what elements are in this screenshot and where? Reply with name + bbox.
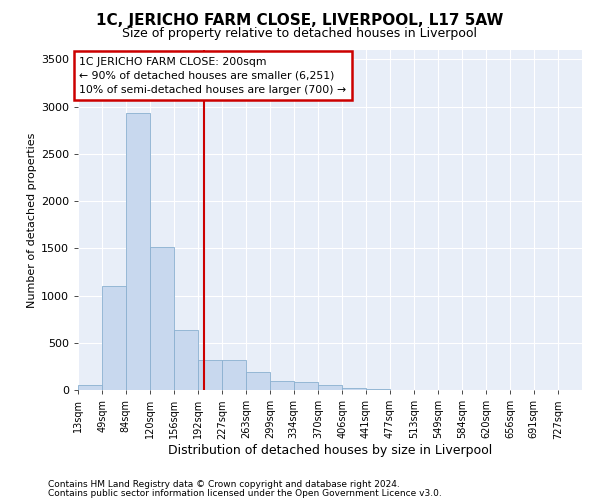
Text: Contains public sector information licensed under the Open Government Licence v3: Contains public sector information licen… — [48, 488, 442, 498]
Bar — [318, 386, 342, 390]
Bar — [150, 248, 174, 390]
Bar — [198, 360, 223, 390]
Bar — [126, 114, 150, 390]
Bar — [365, 389, 390, 390]
Bar — [246, 372, 270, 390]
Bar — [270, 380, 295, 390]
Text: 1C JERICHO FARM CLOSE: 200sqm
← 90% of detached houses are smaller (6,251)
10% o: 1C JERICHO FARM CLOSE: 200sqm ← 90% of d… — [79, 56, 346, 94]
Text: Size of property relative to detached houses in Liverpool: Size of property relative to detached ho… — [122, 28, 478, 40]
Bar — [342, 388, 366, 390]
Bar — [78, 385, 102, 390]
Bar — [222, 360, 246, 390]
Bar — [294, 382, 318, 390]
Text: Contains HM Land Registry data © Crown copyright and database right 2024.: Contains HM Land Registry data © Crown c… — [48, 480, 400, 489]
Text: 1C, JERICHO FARM CLOSE, LIVERPOOL, L17 5AW: 1C, JERICHO FARM CLOSE, LIVERPOOL, L17 5… — [97, 12, 503, 28]
X-axis label: Distribution of detached houses by size in Liverpool: Distribution of detached houses by size … — [168, 444, 492, 457]
Bar — [102, 286, 127, 390]
Bar — [174, 330, 198, 390]
Y-axis label: Number of detached properties: Number of detached properties — [26, 132, 37, 308]
